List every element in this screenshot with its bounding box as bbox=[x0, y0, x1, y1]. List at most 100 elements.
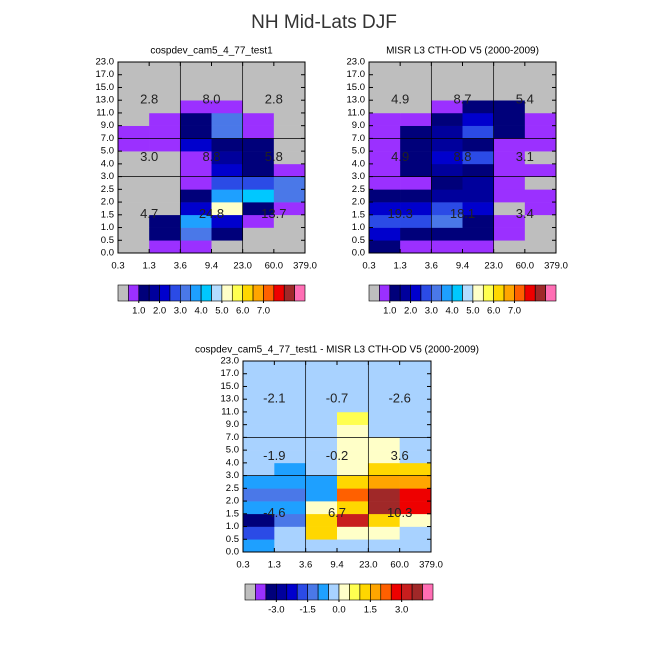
cell bbox=[180, 214, 212, 228]
region-label: 3.0 bbox=[140, 149, 158, 164]
y-tick-label: 1.0 bbox=[101, 222, 114, 233]
cell bbox=[118, 202, 150, 216]
x-tick-label: 1.3 bbox=[394, 261, 407, 272]
region-label: 5.8 bbox=[265, 149, 283, 164]
cell bbox=[400, 62, 432, 76]
y-tick-label: 13.0 bbox=[96, 95, 115, 106]
cell bbox=[118, 163, 150, 177]
cell bbox=[399, 513, 432, 527]
cell bbox=[369, 163, 401, 177]
cell bbox=[431, 189, 463, 203]
cell bbox=[243, 437, 275, 451]
region-label: 3.1 bbox=[516, 149, 534, 164]
cell bbox=[493, 62, 526, 76]
cell bbox=[337, 386, 369, 400]
cell bbox=[399, 539, 432, 553]
cell bbox=[368, 475, 400, 489]
cell bbox=[180, 189, 212, 203]
cell bbox=[462, 227, 494, 241]
cell bbox=[149, 189, 181, 203]
colorbar-box bbox=[380, 583, 392, 601]
y-tick-label: 3.0 bbox=[226, 470, 239, 481]
cell bbox=[400, 74, 432, 88]
cell bbox=[211, 74, 243, 88]
y-tick-label: 1.5 bbox=[101, 209, 114, 220]
y-tick-label: 3.0 bbox=[101, 171, 114, 182]
cell bbox=[118, 112, 150, 126]
region-label: 8.8 bbox=[202, 149, 220, 164]
cell bbox=[368, 373, 400, 387]
cell bbox=[242, 151, 275, 165]
colorbar-box bbox=[307, 583, 319, 601]
cell bbox=[369, 100, 401, 114]
cell bbox=[149, 214, 181, 228]
cell bbox=[462, 138, 494, 152]
cell bbox=[524, 112, 557, 126]
cell bbox=[462, 112, 494, 126]
colorbar-label: 7.0 bbox=[508, 306, 521, 317]
cell bbox=[274, 424, 306, 438]
cell bbox=[149, 227, 181, 241]
colorbar-box bbox=[399, 284, 411, 302]
cell bbox=[400, 125, 432, 139]
cell bbox=[243, 513, 275, 527]
region-label: -1.9 bbox=[263, 448, 285, 463]
cell bbox=[431, 87, 463, 101]
colorbar-box bbox=[401, 583, 413, 601]
cell bbox=[462, 125, 494, 139]
region-label: 8.8 bbox=[453, 149, 471, 164]
colorbar-box bbox=[242, 284, 254, 302]
x-tick-label: 60.0 bbox=[265, 261, 284, 272]
cell bbox=[337, 501, 369, 515]
cell bbox=[149, 138, 181, 152]
cell bbox=[399, 437, 432, 451]
cell bbox=[431, 138, 463, 152]
cell bbox=[211, 240, 243, 254]
cell bbox=[462, 74, 494, 88]
cell bbox=[211, 112, 243, 126]
cell bbox=[273, 74, 306, 88]
cell bbox=[305, 373, 338, 387]
cell bbox=[180, 125, 212, 139]
cell bbox=[211, 202, 243, 216]
y-tick-label: 23.0 bbox=[347, 57, 366, 68]
cell bbox=[274, 411, 306, 425]
cell bbox=[274, 450, 306, 464]
x-tick-label: 23.0 bbox=[484, 261, 503, 272]
cell bbox=[399, 526, 432, 540]
cell bbox=[462, 163, 494, 177]
cell bbox=[180, 227, 212, 241]
colorbar-label: 4.0 bbox=[195, 306, 208, 317]
cell bbox=[431, 151, 463, 165]
colorbar-box bbox=[255, 583, 267, 601]
colorbar-box bbox=[431, 284, 443, 302]
colorbar-label: 1.5 bbox=[364, 605, 377, 616]
cell bbox=[180, 151, 212, 165]
cell bbox=[305, 361, 338, 375]
cell bbox=[462, 87, 494, 101]
cell bbox=[243, 539, 275, 553]
cell bbox=[242, 100, 275, 114]
colorbar-label: 3.0 bbox=[425, 306, 438, 317]
cell bbox=[305, 513, 338, 527]
cell bbox=[273, 125, 306, 139]
y-tick-label: 9.0 bbox=[226, 419, 239, 430]
cell bbox=[274, 501, 306, 515]
cell bbox=[369, 176, 401, 190]
colorbar-box bbox=[368, 284, 380, 302]
y-tick-label: 0.5 bbox=[101, 235, 114, 246]
colorbar-box bbox=[128, 284, 140, 302]
y-tick-label: 17.0 bbox=[96, 69, 115, 80]
cell bbox=[493, 138, 526, 152]
y-tick-label: 0.5 bbox=[352, 235, 365, 246]
cell bbox=[337, 361, 369, 375]
cell bbox=[273, 151, 306, 165]
cell bbox=[242, 74, 275, 88]
cell bbox=[274, 399, 306, 413]
colorbar-box bbox=[276, 583, 288, 601]
colorbar-box bbox=[390, 583, 402, 601]
cell bbox=[524, 138, 557, 152]
panel-title: MISR L3 CTH-OD V5 (2000-2009) bbox=[386, 46, 539, 57]
colorbar-box bbox=[451, 284, 463, 302]
cell bbox=[400, 151, 432, 165]
